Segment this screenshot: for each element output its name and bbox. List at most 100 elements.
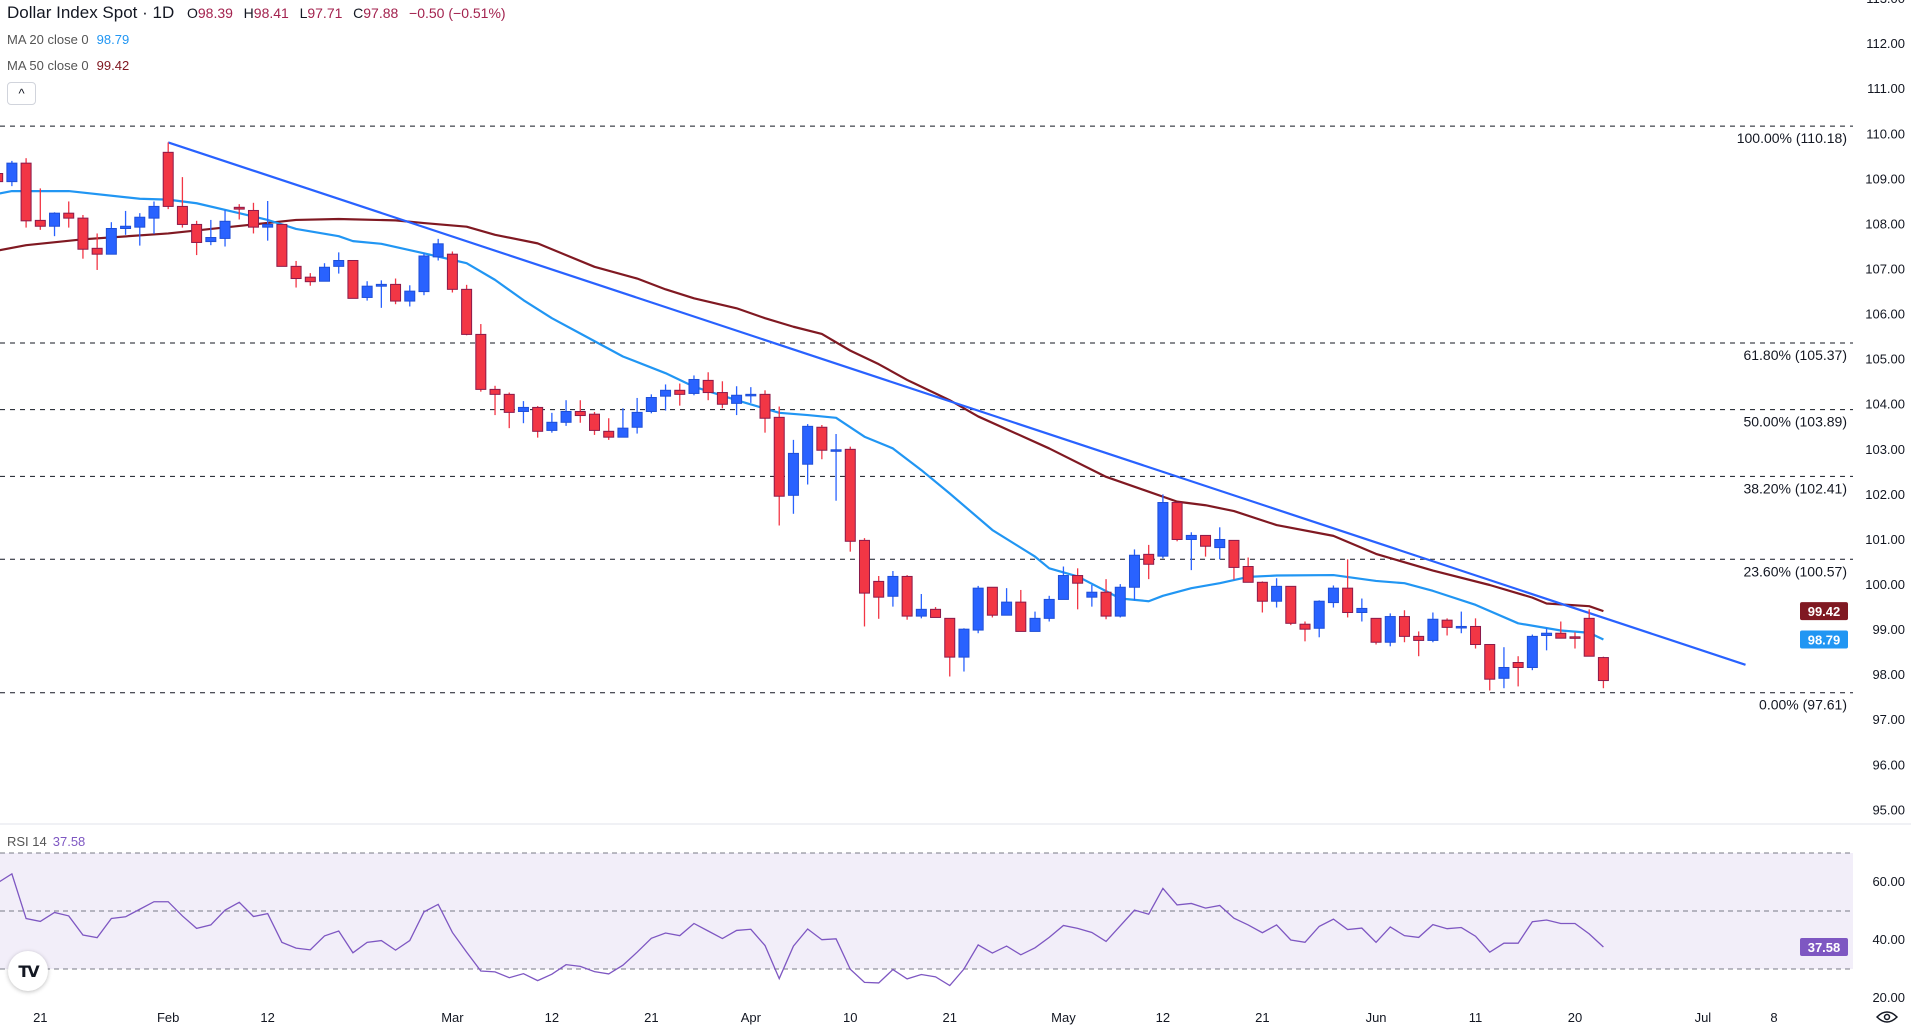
- candle-body: [1498, 666, 1510, 679]
- candle-body: [787, 452, 799, 496]
- trendline: [167, 141, 1746, 666]
- candle: [1228, 539, 1240, 580]
- candle-body: [1029, 617, 1041, 632]
- time-axis[interactable]: 21 Feb 12 Mar 12 21 Apr 10 21 May 12 21 Jun 11 20 Jul 8: [33, 1010, 1777, 1025]
- candle-body: [830, 449, 842, 452]
- candle-body: [1512, 662, 1524, 668]
- candle-body: [1356, 607, 1368, 613]
- candle-body: [503, 393, 515, 413]
- candle-body: [120, 225, 132, 229]
- rsi-axis[interactable]: 60.00 40.00 20.00: [1872, 874, 1905, 1005]
- candle-body: [660, 389, 672, 397]
- candle: [532, 406, 544, 438]
- candle-body: [972, 587, 984, 631]
- fib-level-label: 38.20% (102.41): [1743, 480, 1847, 496]
- trendline-layer[interactable]: [167, 141, 1746, 666]
- candle-body: [1470, 625, 1482, 645]
- candle: [1185, 532, 1197, 571]
- candle: [517, 401, 529, 424]
- tradingview-logo[interactable]: TV: [8, 951, 48, 991]
- candle: [944, 617, 956, 677]
- candle-body: [1200, 534, 1212, 547]
- ma50-layer: [0, 217, 1604, 613]
- candle: [120, 210, 132, 235]
- candle-body: [205, 237, 217, 243]
- ma50-legend[interactable]: MA 50 close 0 99.42: [7, 58, 129, 73]
- candle-body: [1327, 587, 1339, 604]
- price-tick-label: 100.00: [1865, 577, 1905, 592]
- price-tick-label: 105.00: [1865, 352, 1905, 367]
- candle-body: [1157, 502, 1169, 557]
- candle-body: [1086, 591, 1098, 598]
- candle: [404, 285, 416, 307]
- time-tick-label: Feb: [157, 1010, 179, 1025]
- candle: [191, 220, 203, 256]
- candle: [1214, 527, 1226, 560]
- candle: [645, 394, 657, 414]
- candle-body: [63, 212, 75, 219]
- candle-body: [915, 608, 927, 617]
- rsi-value: 37.58: [52, 834, 86, 849]
- price-tick-label: 95.00: [1872, 802, 1905, 817]
- candle: [546, 412, 558, 433]
- time-tick-label: Apr: [741, 1010, 762, 1025]
- candle-body: [347, 259, 359, 299]
- candle: [219, 210, 231, 247]
- candle: [276, 223, 288, 267]
- candle-body: [233, 206, 245, 210]
- rsi-badge: [1800, 938, 1848, 957]
- candle-body: [20, 162, 32, 222]
- fib-level-label: 23.60% (100.57): [1743, 563, 1847, 579]
- collapse-legend-button[interactable]: ^: [7, 82, 36, 105]
- candle-body: [1128, 554, 1140, 588]
- candle: [603, 418, 615, 440]
- price-axis[interactable]: 95.00 96.00 97.00 98.00 99.00 100.00 101.00 102…: [1865, 0, 1905, 817]
- candle: [930, 607, 942, 618]
- candle: [489, 385, 501, 416]
- price-tick-label: 106.00: [1865, 307, 1905, 322]
- candle: [674, 383, 686, 406]
- symbol-title[interactable]: Dollar Index Spot · 1D: [7, 3, 175, 22]
- settings-eye-icon[interactable]: [1876, 1010, 1898, 1024]
- candle: [134, 213, 146, 246]
- time-tick-label: Jun: [1366, 1010, 1387, 1025]
- candle-body: [1057, 575, 1069, 600]
- candle-body: [418, 255, 430, 293]
- candle: [986, 586, 998, 618]
- candle: [731, 386, 743, 416]
- ma20-legend[interactable]: MA 20 close 0 98.79: [7, 32, 129, 47]
- candle: [1455, 611, 1467, 634]
- time-tick-label: 12: [1156, 1010, 1170, 1025]
- high-value: 98.41: [253, 5, 289, 21]
- candle-body: [333, 259, 345, 267]
- candle-body: [432, 243, 444, 258]
- rsi-line: [0, 872, 1604, 987]
- candle-body: [645, 397, 657, 412]
- candle-body: [589, 413, 600, 431]
- time-tick-label: 21: [943, 1010, 957, 1025]
- candle: [91, 233, 103, 270]
- fibonacci-retracement[interactable]: 100.00% (110.18) 61.80% (105.37) 50.00% (1…: [0, 125, 1853, 713]
- price-tick-label: 112.00: [1866, 36, 1905, 51]
- open-value: 98.39: [197, 5, 233, 21]
- ma20-value: 98.79: [96, 32, 130, 47]
- candle-body: [390, 283, 402, 302]
- candle-body: [489, 388, 501, 395]
- candle: [1256, 581, 1268, 613]
- candle: [660, 384, 672, 411]
- candle: [418, 253, 430, 296]
- candle-body: [1072, 575, 1084, 584]
- candle: [1583, 609, 1595, 657]
- candle-body: [1299, 623, 1311, 630]
- candle: [745, 387, 757, 403]
- candle: [49, 212, 61, 237]
- candle-body: [887, 575, 899, 597]
- candle-body: [1597, 657, 1609, 682]
- candle-body: [247, 209, 259, 228]
- rsi-legend[interactable]: RSI 14 37.58: [7, 834, 85, 849]
- candle-body: [603, 430, 615, 438]
- candle-body: [1015, 601, 1027, 632]
- rsi-label: RSI 14: [7, 834, 47, 849]
- candle-body: [134, 216, 146, 228]
